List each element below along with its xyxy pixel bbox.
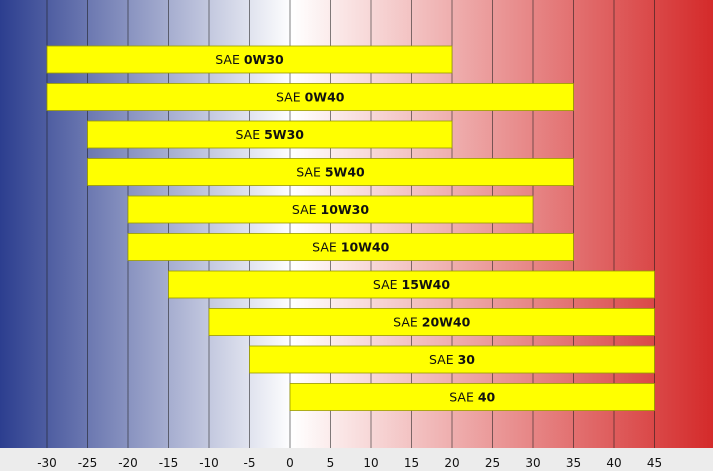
x-tick-label: 0 — [286, 456, 294, 470]
x-tick-label: -20 — [118, 456, 138, 470]
x-tick-label: 35 — [566, 456, 581, 470]
x-tick-label: -10 — [199, 456, 219, 470]
x-tick-label: -30 — [37, 456, 57, 470]
bar-sae-30 — [249, 345, 655, 374]
x-tick-label: -25 — [78, 456, 98, 470]
x-tick-label: 45 — [647, 456, 662, 470]
bar-label-sae-0w30: SAE 0W30 — [215, 52, 284, 67]
bar-label-sae-0w40: SAE 0W40 — [276, 90, 345, 105]
axis-strip — [0, 448, 713, 471]
x-tick-label: 25 — [485, 456, 500, 470]
x-tick-label: 10 — [363, 456, 378, 470]
x-tick-label: 5 — [327, 456, 335, 470]
bar-sae-0w40 — [46, 83, 574, 111]
bar-label-sae-20w40: SAE 20W40 — [393, 315, 470, 330]
x-tick-label: 15 — [404, 456, 419, 470]
x-axis-ticks: -30 -25 -20 -15 -10 -5 0 5 10 15 20 25 30 35 40 45 — [37, 456, 662, 470]
bar-sae-5w30 — [87, 120, 453, 149]
bar-sae-0w30 — [46, 45, 453, 74]
x-tick-label: 20 — [444, 456, 459, 470]
x-tick-label: -5 — [244, 456, 256, 470]
bar-label-sae-5w40: SAE 5W40 — [296, 165, 365, 180]
bar-sae-10w30 — [127, 195, 534, 224]
x-tick-label: 30 — [525, 456, 540, 470]
x-tick-label: 40 — [606, 456, 621, 470]
bar-label-sae-15w40: SAE 15W40 — [373, 277, 450, 292]
x-tick-label: -15 — [159, 456, 179, 470]
bar-label-sae-40: SAE 40 — [449, 390, 495, 405]
bar-sae-40 — [289, 383, 655, 411]
bar-sae-5w40 — [87, 158, 574, 186]
bar-sae-15w40 — [168, 270, 655, 299]
bar-label-sae-30: SAE 30 — [429, 352, 475, 367]
bar-label-sae-10w30: SAE 10W30 — [292, 202, 369, 217]
bars: SAE 0W30 SAE 0W40 SAE 5W30 SAE 5W40 SAE 10W3… — [46, 45, 655, 411]
bar-sae-20w40 — [208, 308, 655, 336]
bar-sae-10w40 — [127, 233, 574, 261]
bar-label-sae-10w40: SAE 10W40 — [312, 240, 389, 255]
bar-label-sae-5w30: SAE 5W30 — [236, 127, 305, 142]
